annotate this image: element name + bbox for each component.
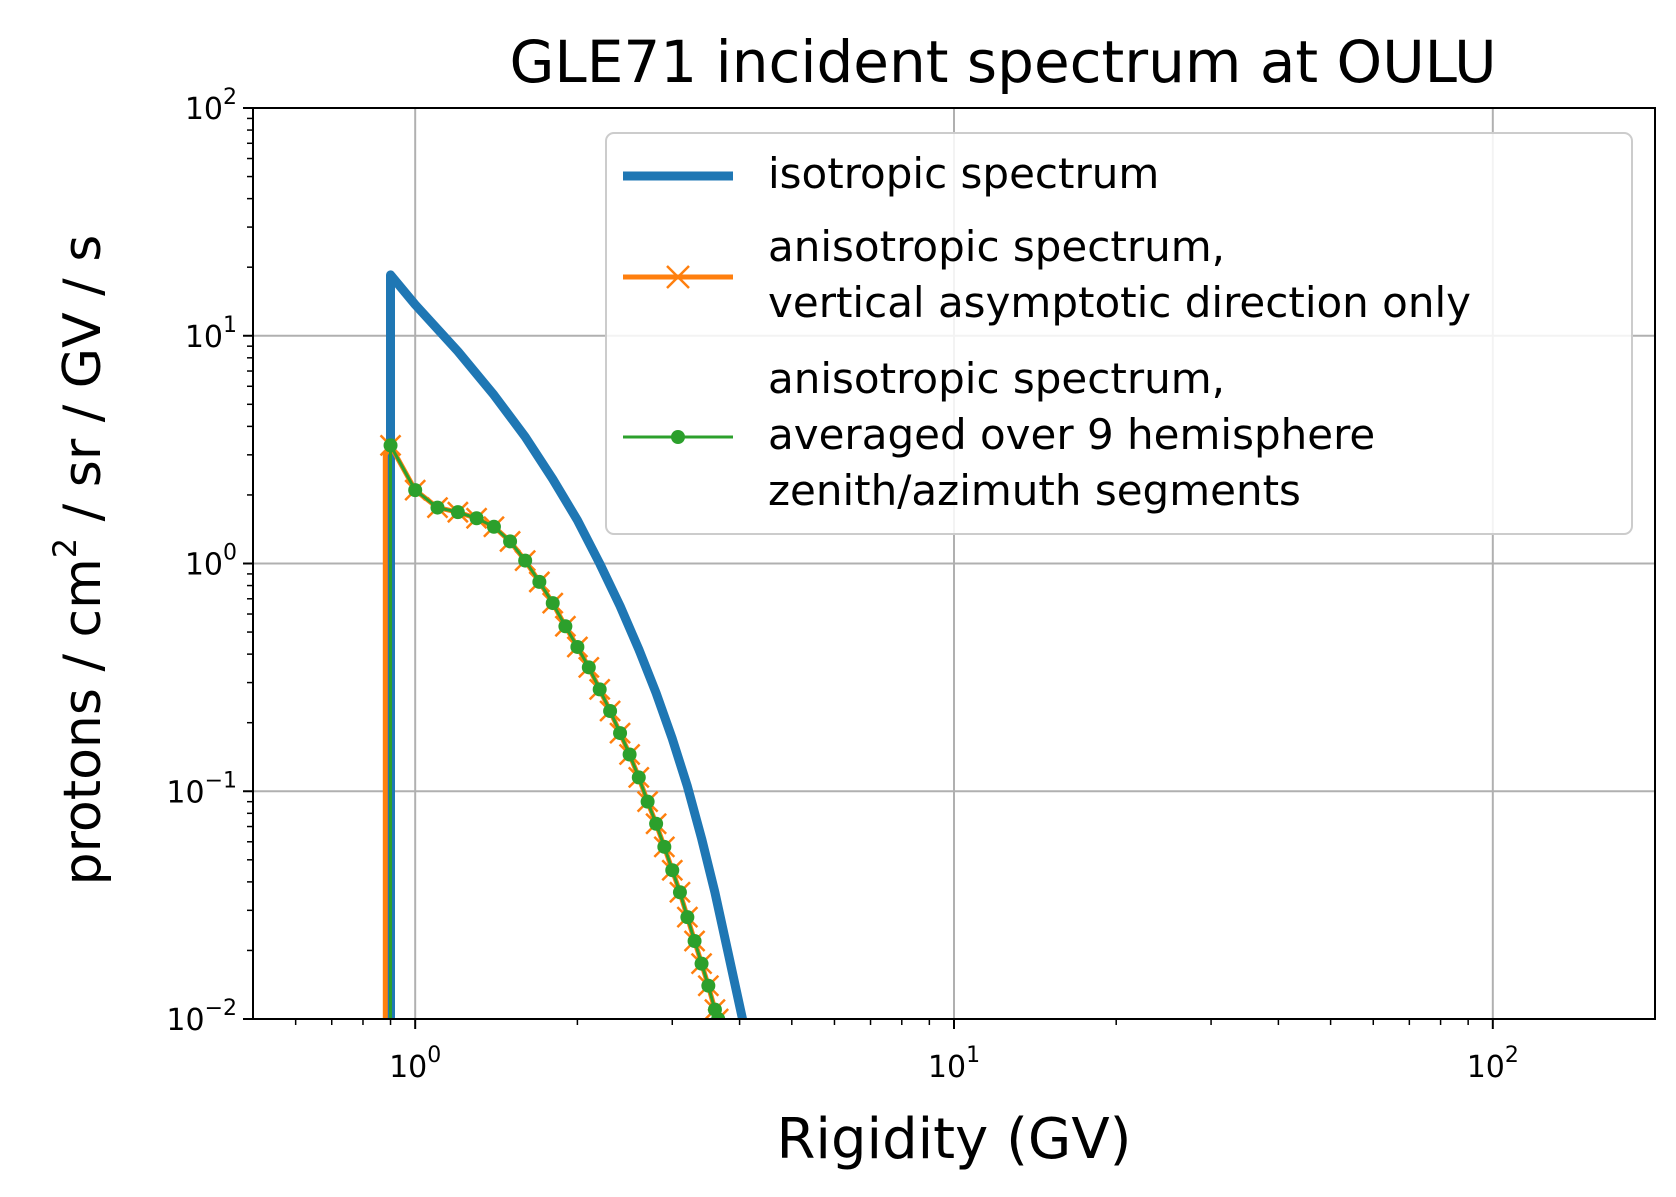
series-2-marker xyxy=(545,596,560,611)
series-2-marker xyxy=(532,574,547,589)
series-2-marker xyxy=(486,519,501,534)
x-axis-label: Rigidity (GV) xyxy=(777,1107,1132,1172)
y-axis-label-superscript: 2 xyxy=(46,538,84,558)
y-axis-label: protons / cm2 / sr / GV / s xyxy=(46,235,113,886)
legend-label-1: anisotropic spectrum, vertical asymptotic… xyxy=(768,222,1471,327)
series-2-marker xyxy=(687,934,702,949)
series-2-marker xyxy=(613,726,628,741)
series-layer xyxy=(379,270,747,1019)
series-2-marker xyxy=(503,534,518,549)
series-2-marker xyxy=(701,978,716,993)
legend: isotropic spectrum anisotropic spectrum, v… xyxy=(605,132,1633,535)
x-tick-label: 101 xyxy=(928,1043,980,1085)
series-2-marker xyxy=(672,885,687,900)
series-2-marker xyxy=(581,660,596,675)
series-2-marker xyxy=(518,553,533,568)
series-2-marker xyxy=(680,910,695,925)
legend-marker-1 xyxy=(666,265,690,289)
y-tick-label: 10−2 xyxy=(166,996,237,1038)
x-tick-label: 102 xyxy=(1467,1043,1519,1085)
ticks: 100 101 102 10−2 10−1 100 101 102 xyxy=(166,85,1519,1085)
series-2-marker xyxy=(711,1012,726,1019)
y-tick-label: 100 xyxy=(185,541,237,583)
y-tick-label: 102 xyxy=(185,85,237,127)
series-2-marker xyxy=(592,682,607,697)
series-2-marker xyxy=(665,863,680,878)
y-tick-label: 10−1 xyxy=(166,768,237,810)
series-2-marker xyxy=(694,956,709,971)
series-2-marker xyxy=(408,483,423,498)
legend-label-2: anisotropic spectrum, averaged over 9 hem… xyxy=(768,354,1375,515)
legend-label-0: isotropic spectrum xyxy=(768,149,1159,198)
series-2-marker xyxy=(622,747,637,762)
series-2-marker xyxy=(603,704,618,719)
legend-box xyxy=(605,132,1633,535)
series-2-marker xyxy=(649,816,664,831)
series-line-0 xyxy=(386,270,747,1019)
series-2-marker xyxy=(558,619,573,634)
series-2-marker xyxy=(450,505,465,520)
series-2-marker xyxy=(640,794,655,809)
legend-marker-2 xyxy=(671,430,685,444)
series-2-marker xyxy=(631,770,646,785)
y-tick-label: 101 xyxy=(185,313,237,355)
series-2-marker xyxy=(430,500,445,515)
series-2-marker xyxy=(657,839,672,854)
x-tick-label: 100 xyxy=(389,1043,441,1085)
chart-title: GLE71 incident spectrum at OULU xyxy=(509,28,1496,96)
series-2-marker xyxy=(469,511,484,526)
series-2-marker xyxy=(570,639,585,654)
series-2-marker xyxy=(383,438,398,453)
